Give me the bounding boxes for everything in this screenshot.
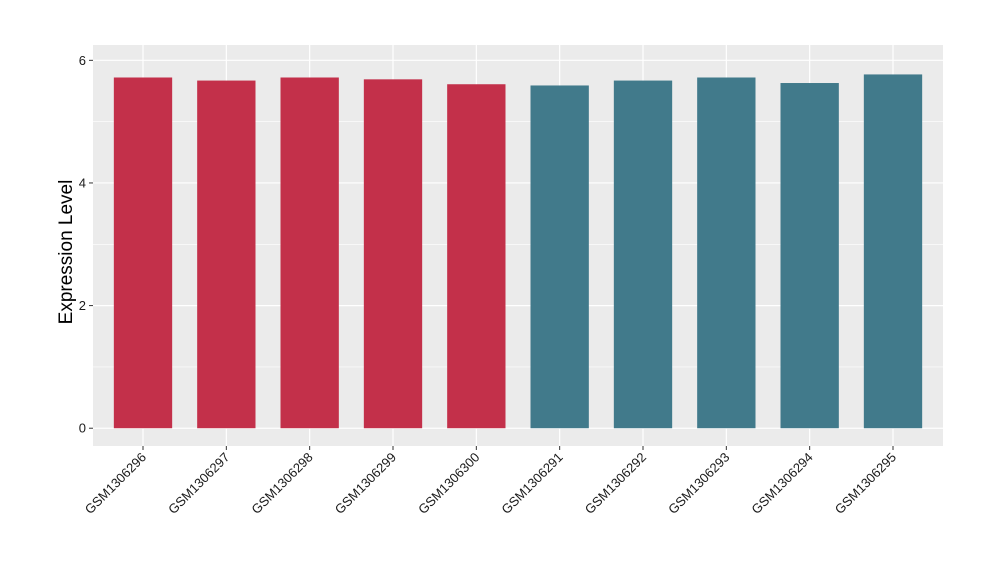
x-axis: GSM1306296 GSM1306297 GSM1306298 GSM1306299… [82, 446, 899, 517]
x-tick-label: GSM1306298 [248, 450, 315, 517]
bar-GSM1306291 [530, 85, 589, 429]
bar-GSM1306294 [780, 83, 839, 429]
y-axis-label: Expression Level [56, 180, 77, 325]
bar-GSM1306293 [697, 77, 756, 429]
x-tick-label: GSM1306292 [582, 450, 649, 517]
x-tick-label: GSM1306291 [498, 450, 565, 517]
bar-GSM1306298 [280, 77, 339, 429]
bar-GSM1306300 [447, 84, 506, 429]
bars [113, 74, 923, 429]
bar-GSM1306296 [113, 77, 173, 429]
x-tick-label: GSM1306295 [832, 450, 899, 517]
bar-GSM1306297 [197, 80, 256, 429]
y-axis: 0 2 4 6 [79, 53, 93, 436]
x-tick-label: GSM1306293 [665, 450, 732, 517]
x-tick-label: GSM1306299 [332, 450, 399, 517]
bar-GSM1306299 [363, 79, 423, 429]
x-tick-label: GSM1306296 [82, 450, 149, 517]
y-tick-label: 0 [79, 421, 86, 436]
bar-GSM1306295 [863, 74, 923, 429]
x-tick-label: GSM1306294 [748, 450, 815, 517]
y-tick-label: 2 [79, 298, 86, 313]
x-tick-label: GSM1306297 [165, 450, 232, 517]
y-tick-label: 6 [79, 53, 86, 68]
x-tick-label: GSM1306300 [415, 450, 482, 517]
y-tick-label: 4 [79, 175, 86, 190]
bar-GSM1306292 [613, 80, 673, 429]
